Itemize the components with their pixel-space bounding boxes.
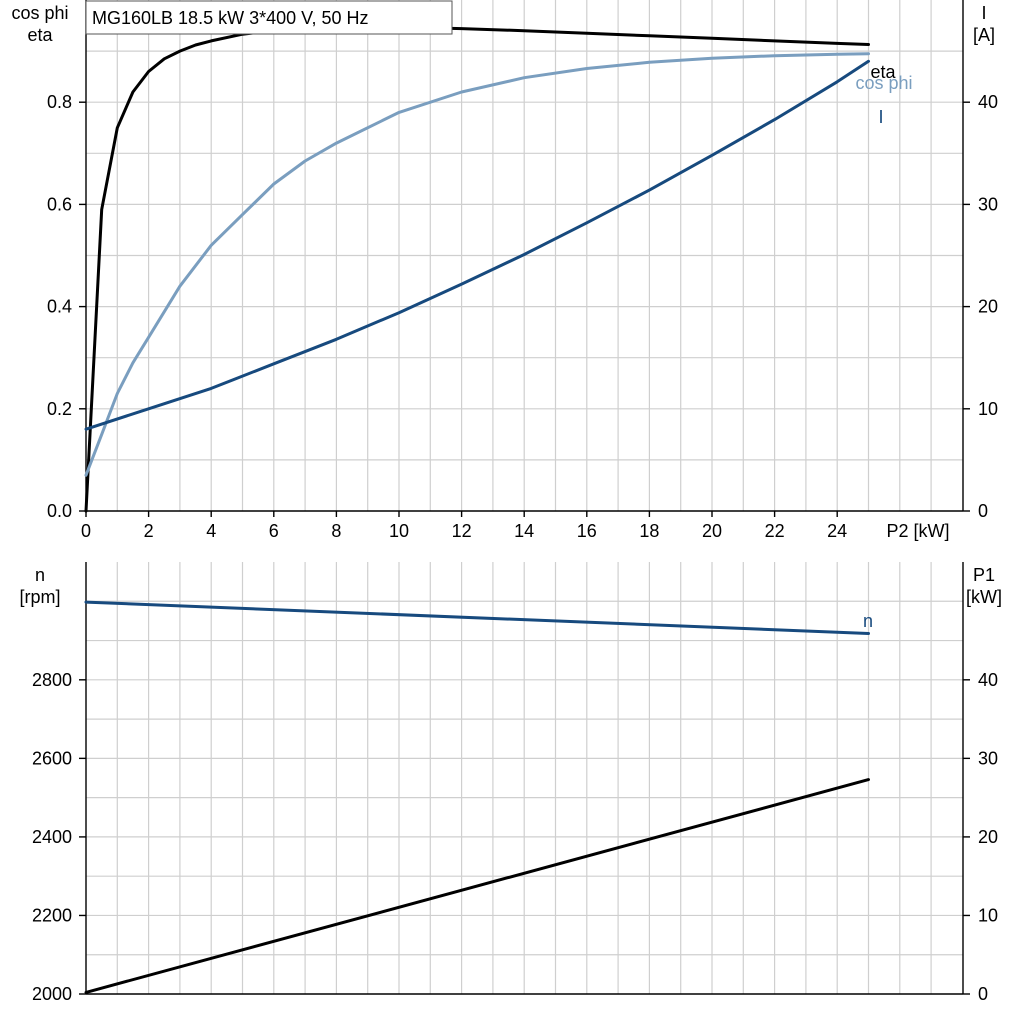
chart-panel-2 <box>79 562 970 995</box>
chart-panel-1 <box>79 0 970 517</box>
right-tick-label: 40 <box>978 92 998 112</box>
right-axis-label: P1 <box>973 565 995 585</box>
x-tick-label: 14 <box>514 521 534 541</box>
right-tick-label: 0 <box>978 984 988 1004</box>
series-label-cos-phi: cos phi <box>855 73 912 93</box>
left-tick-label: 2400 <box>32 827 72 847</box>
series-line-i <box>84 59 870 431</box>
x-tick-label: 8 <box>331 521 341 541</box>
left-tick-label: 2800 <box>32 670 72 690</box>
right-tick-label: 10 <box>978 399 998 419</box>
series-label-n: n <box>863 611 873 631</box>
right-axis-label: I <box>981 3 986 23</box>
series-line-p1 <box>84 778 870 994</box>
left-tick-label: 0.2 <box>47 399 72 419</box>
right-axis-label: [A] <box>973 25 995 45</box>
right-tick-label: 0 <box>978 501 988 521</box>
left-tick-label: 2200 <box>32 905 72 925</box>
right-axis-label: [kW] <box>966 587 1002 607</box>
series-line-n <box>84 600 870 635</box>
x-tick-label: 20 <box>702 521 722 541</box>
x-tick-label: 16 <box>577 521 597 541</box>
left-tick-label: 0.6 <box>47 194 72 214</box>
left-axis-label: [rpm] <box>19 587 60 607</box>
right-tick-label: 20 <box>978 297 998 317</box>
right-tick-label: 20 <box>978 827 998 847</box>
left-axis-label: cos phi <box>11 3 68 23</box>
right-tick-label: 30 <box>978 748 998 768</box>
left-tick-label: 0.4 <box>47 297 72 317</box>
x-tick-label: 10 <box>389 521 409 541</box>
left-axis-label: n <box>35 565 45 585</box>
x-tick-label: 24 <box>827 521 847 541</box>
series-label-eta: eta <box>870 62 896 82</box>
left-tick-label: 2000 <box>32 984 72 1004</box>
x-tick-label: 6 <box>269 521 279 541</box>
right-tick-label: 30 <box>978 194 998 214</box>
left-tick-label: 0.0 <box>47 501 72 521</box>
series-line-cos-phi <box>84 52 870 477</box>
x-tick-label: 2 <box>144 521 154 541</box>
x-tick-label: 12 <box>452 521 472 541</box>
series-label-i: I <box>878 107 883 127</box>
x-tick-label: 22 <box>765 521 785 541</box>
left-tick-label: 2600 <box>32 748 72 768</box>
x-tick-label: 18 <box>639 521 659 541</box>
x-tick-label: 0 <box>81 521 91 541</box>
chart-title: MG160LB 18.5 kW 3*400 V, 50 Hz <box>92 8 369 28</box>
x-axis-label: P2 [kW] <box>886 521 949 541</box>
x-tick-label: 4 <box>206 521 216 541</box>
title-box <box>85 0 453 35</box>
series-line-eta <box>84 25 870 513</box>
right-tick-label: 40 <box>978 670 998 690</box>
left-axis-label: eta <box>27 25 53 45</box>
left-tick-label: 0.8 <box>47 92 72 112</box>
right-tick-label: 10 <box>978 905 998 925</box>
